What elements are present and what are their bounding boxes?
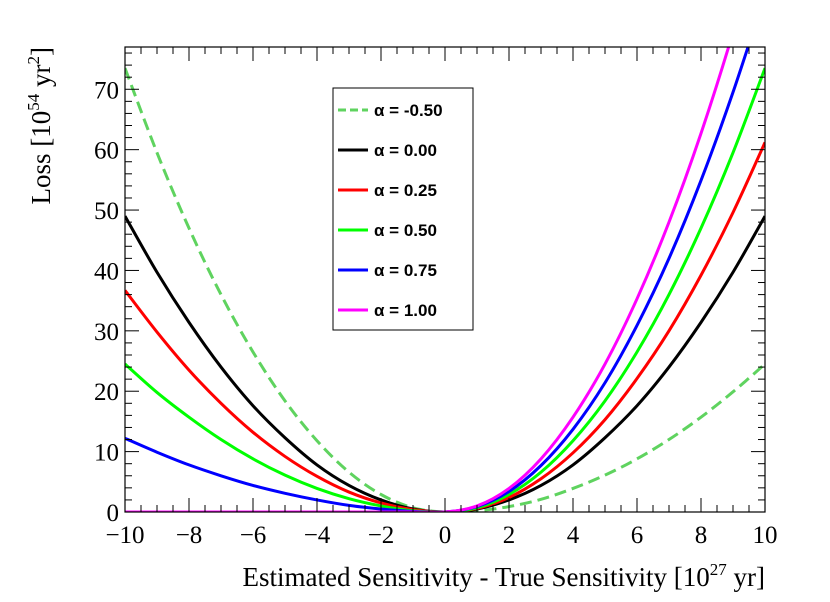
x-tick-label: 0 <box>439 522 452 549</box>
legend-box <box>332 87 474 331</box>
y-tick-label: 40 <box>94 258 119 285</box>
series-line-5 <box>125 47 731 512</box>
x-tick-label: −4 <box>304 522 331 549</box>
legend-label-2: α = 0.25 <box>374 181 437 200</box>
x-tick-label: 10 <box>753 522 778 549</box>
x-axis-ticks <box>124 47 766 512</box>
y-axis-tick-labels: 0 10 20 30 40 50 60 70 <box>94 77 119 527</box>
legend: α = -0.50 α = 0.00 α = 0.25 α = 0.50 α = 0.7… <box>332 87 474 331</box>
legend-label-4: α = 0.75 <box>374 261 437 280</box>
x-axis-title: Estimated Sensitivity - True Sensitivity… <box>242 560 765 592</box>
x-tick-label: −2 <box>368 522 395 549</box>
y-tick-label: 0 <box>107 500 120 527</box>
y-tick-label: 60 <box>94 138 119 165</box>
y-tick-label: 30 <box>94 319 119 346</box>
y-axis-ticks <box>125 52 765 513</box>
legend-label-3: α = 0.50 <box>374 221 437 240</box>
series-line-1 <box>125 215 765 512</box>
y-axis-title: Loss [1054 yr2] <box>24 47 56 205</box>
x-tick-label: 6 <box>631 522 644 549</box>
y-tick-label: 70 <box>94 77 119 104</box>
x-tick-label: −10 <box>105 522 144 549</box>
legend-label-5: α = 1.00 <box>374 301 437 320</box>
x-tick-label: 2 <box>503 522 516 549</box>
curves-layer <box>125 47 765 512</box>
y-tick-label: 20 <box>94 379 119 406</box>
y-tick-label: 10 <box>94 440 119 467</box>
x-tick-label: 8 <box>695 522 708 549</box>
legend-label-1: α = 0.00 <box>374 141 437 160</box>
legend-label-0: α = -0.50 <box>374 101 443 120</box>
y-tick-label: 50 <box>94 198 119 225</box>
x-tick-label: 4 <box>567 522 580 549</box>
x-tick-label: −6 <box>240 522 267 549</box>
x-axis-tick-labels: −10 −8 −6 −4 −2 0 2 4 6 8 10 <box>105 522 777 549</box>
x-tick-label: −8 <box>176 522 203 549</box>
